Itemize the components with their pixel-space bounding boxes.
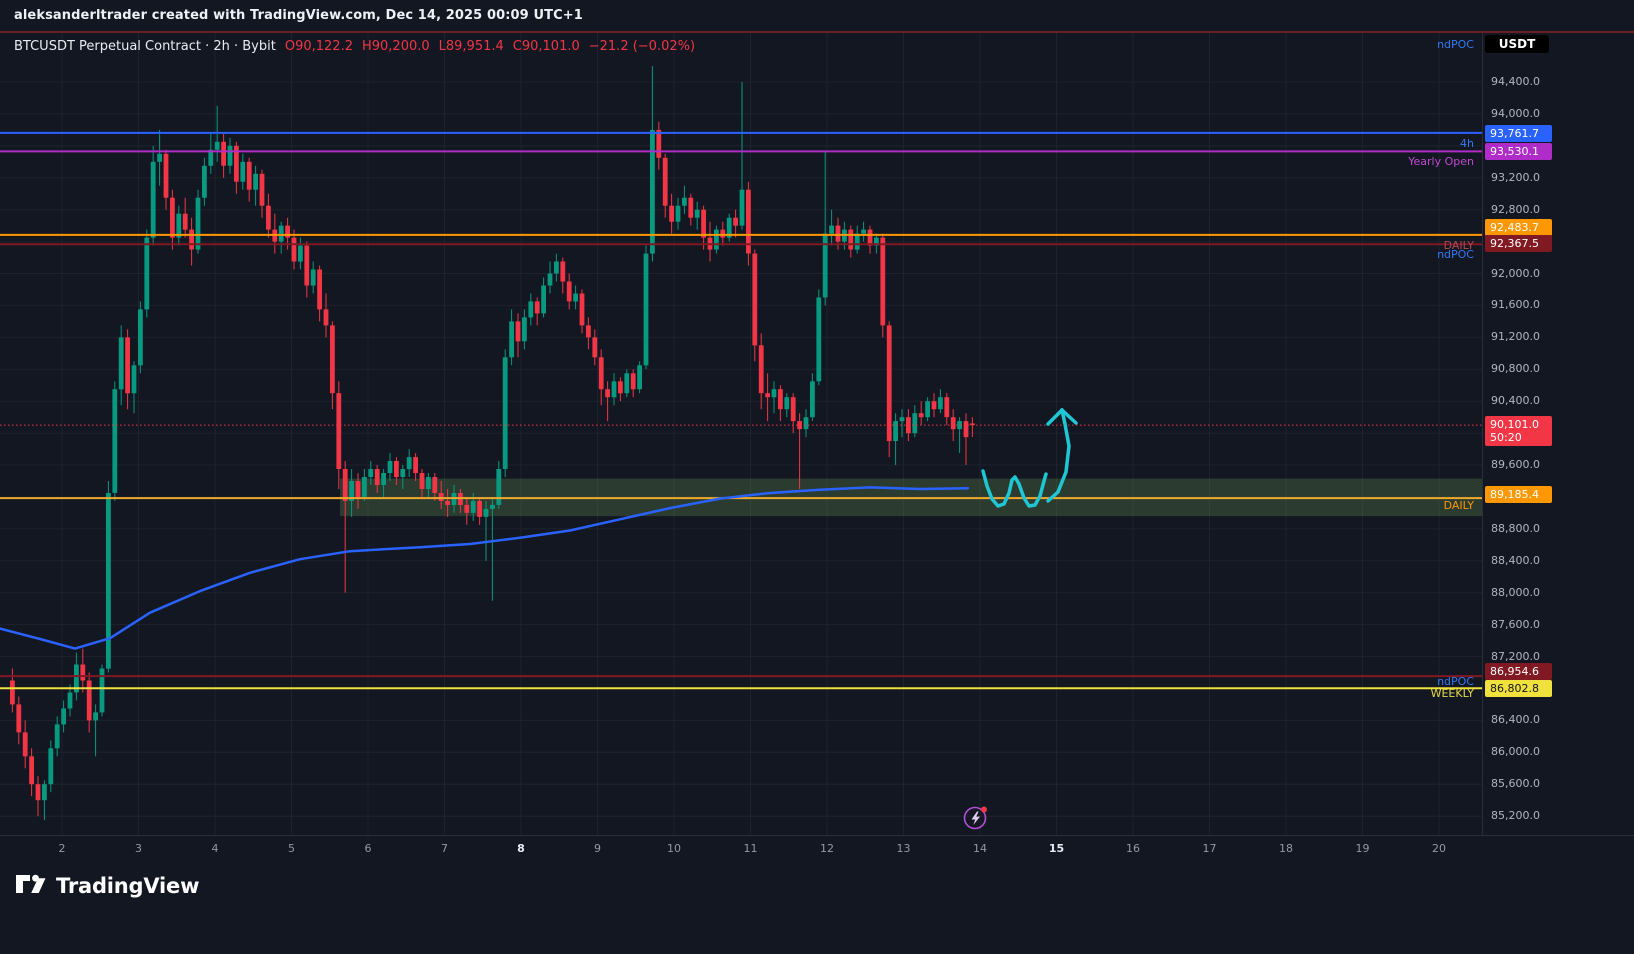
price-tick-label: 91,600.0 (1491, 298, 1540, 312)
footer: TradingView (16, 871, 199, 901)
time-axis-label: 18 (1279, 842, 1293, 855)
price-axis[interactable]: USDT 94,400.0 94,000.0 93,200.0 92,800.0 92,… (1482, 33, 1634, 835)
price-tick-label: 88,000.0 (1491, 585, 1540, 599)
price-level-badge: 86,802.8 (1485, 680, 1552, 697)
time-axis-label: 11 (743, 842, 758, 855)
price-tick-label: 85,200.0 (1491, 809, 1540, 823)
currency-toggle-button[interactable]: USDT (1485, 35, 1549, 53)
lightning-icon[interactable] (960, 802, 992, 834)
time-axis-label: 4 (211, 842, 219, 855)
tradingview-logo-icon[interactable] (16, 871, 46, 901)
price-level-badge: 92,483.7 (1485, 219, 1552, 236)
time-axis-label: 15 (1048, 842, 1065, 855)
svg-text:DAILY: DAILY (1444, 499, 1475, 512)
price-tick-label: 91,200.0 (1491, 330, 1540, 344)
svg-text:Yearly Open: Yearly Open (1407, 155, 1474, 168)
top-attribution-bar: aleksanderltrader created with TradingVi… (0, 0, 1634, 31)
time-axis-label: 3 (135, 842, 142, 855)
time-axis-label: 5 (288, 842, 295, 855)
price-tick-label: 94,400.0 (1491, 75, 1540, 88)
ohlc-open: O90,122.2 (284, 39, 353, 54)
price-tick-label: 85,600.0 (1491, 777, 1540, 791)
price-tick-label: 86,400.0 (1491, 713, 1540, 727)
price-tick-label: 89,600.0 (1491, 458, 1540, 472)
svg-text:ndPOC: ndPOC (1437, 675, 1474, 688)
price-tick-label: 92,000.0 (1491, 266, 1540, 280)
time-axis-label: 13 (896, 842, 911, 855)
chart-legend: BTCUSDT Perpetual Contract · 2h · Bybit … (14, 39, 695, 54)
ohlc-change: −21.2 (−0.02%) (588, 39, 696, 54)
time-axis-label: 20 (1432, 842, 1446, 855)
price-level-badge: 92,367.5 (1485, 235, 1552, 252)
time-axis-label: 14 (973, 842, 987, 855)
time-axis-label: 7 (441, 842, 448, 855)
ohlc-low: L89,951.4 (438, 39, 504, 54)
time-axis-label: 8 (517, 842, 525, 855)
price-level-badge: 93,530.1 (1485, 143, 1552, 160)
price-tick-label: 88,800.0 (1491, 521, 1540, 535)
brand-name[interactable]: TradingView (56, 874, 200, 898)
attribution-text: aleksanderltrader created with TradingVi… (14, 8, 583, 23)
chart-pane[interactable]: ndPOC 4h Yearly Open DAILY ndPOC DAILY ndPOC WE… (0, 33, 1482, 835)
upper-price-line (0, 31, 1634, 33)
price-tick-label: 90,400.0 (1491, 394, 1540, 408)
time-axis-label: 6 (364, 842, 372, 855)
time-axis-label: 19 (1355, 842, 1370, 855)
price-tick-label: 87,600.0 (1491, 617, 1540, 631)
time-axis[interactable]: 2 3 4 5 6 7 8 9 10 11 12 13 14 15 16 17 18 19 20 (0, 835, 1634, 863)
price-tick-label: 90,800.0 (1491, 362, 1540, 376)
price-tick-label: 86,000.0 (1491, 745, 1540, 759)
price-tick-label: 87,200.0 (1491, 649, 1540, 663)
svg-text:ndPOC: ndPOC (1437, 38, 1474, 51)
last-price-badge: 90,101.0 50:20 (1485, 416, 1552, 446)
price-level-badge: 93,761.7 (1485, 125, 1552, 142)
price-level-badge: 89,185.4 (1485, 486, 1552, 503)
time-axis-label: 10 (667, 842, 681, 855)
svg-text:4h: 4h (1460, 137, 1474, 150)
price-tick-label: 88,400.0 (1491, 553, 1540, 567)
price-tick-label: 93,200.0 (1491, 170, 1540, 184)
time-axis-label: 9 (594, 842, 601, 855)
time-axis-label: 12 (820, 842, 834, 855)
time-axis-label: 17 (1202, 842, 1217, 855)
ohlc-close: C90,101.0 (512, 39, 580, 54)
time-axis-label: 16 (1126, 842, 1140, 855)
svg-text:ndPOC: ndPOC (1437, 248, 1474, 261)
svg-text:WEEKLY: WEEKLY (1431, 687, 1475, 700)
price-tick-label: 94,000.0 (1491, 106, 1540, 120)
time-axis-label: 2 (58, 842, 66, 855)
symbol-title[interactable]: BTCUSDT Perpetual Contract · 2h · Bybit (14, 39, 276, 54)
svg-text:DAILY: DAILY (1444, 239, 1475, 252)
price-tick-label: 92,800.0 (1491, 202, 1540, 216)
ohlc-high: H90,200.0 (361, 39, 430, 54)
price-level-badge: 86,954.6 (1485, 663, 1552, 680)
